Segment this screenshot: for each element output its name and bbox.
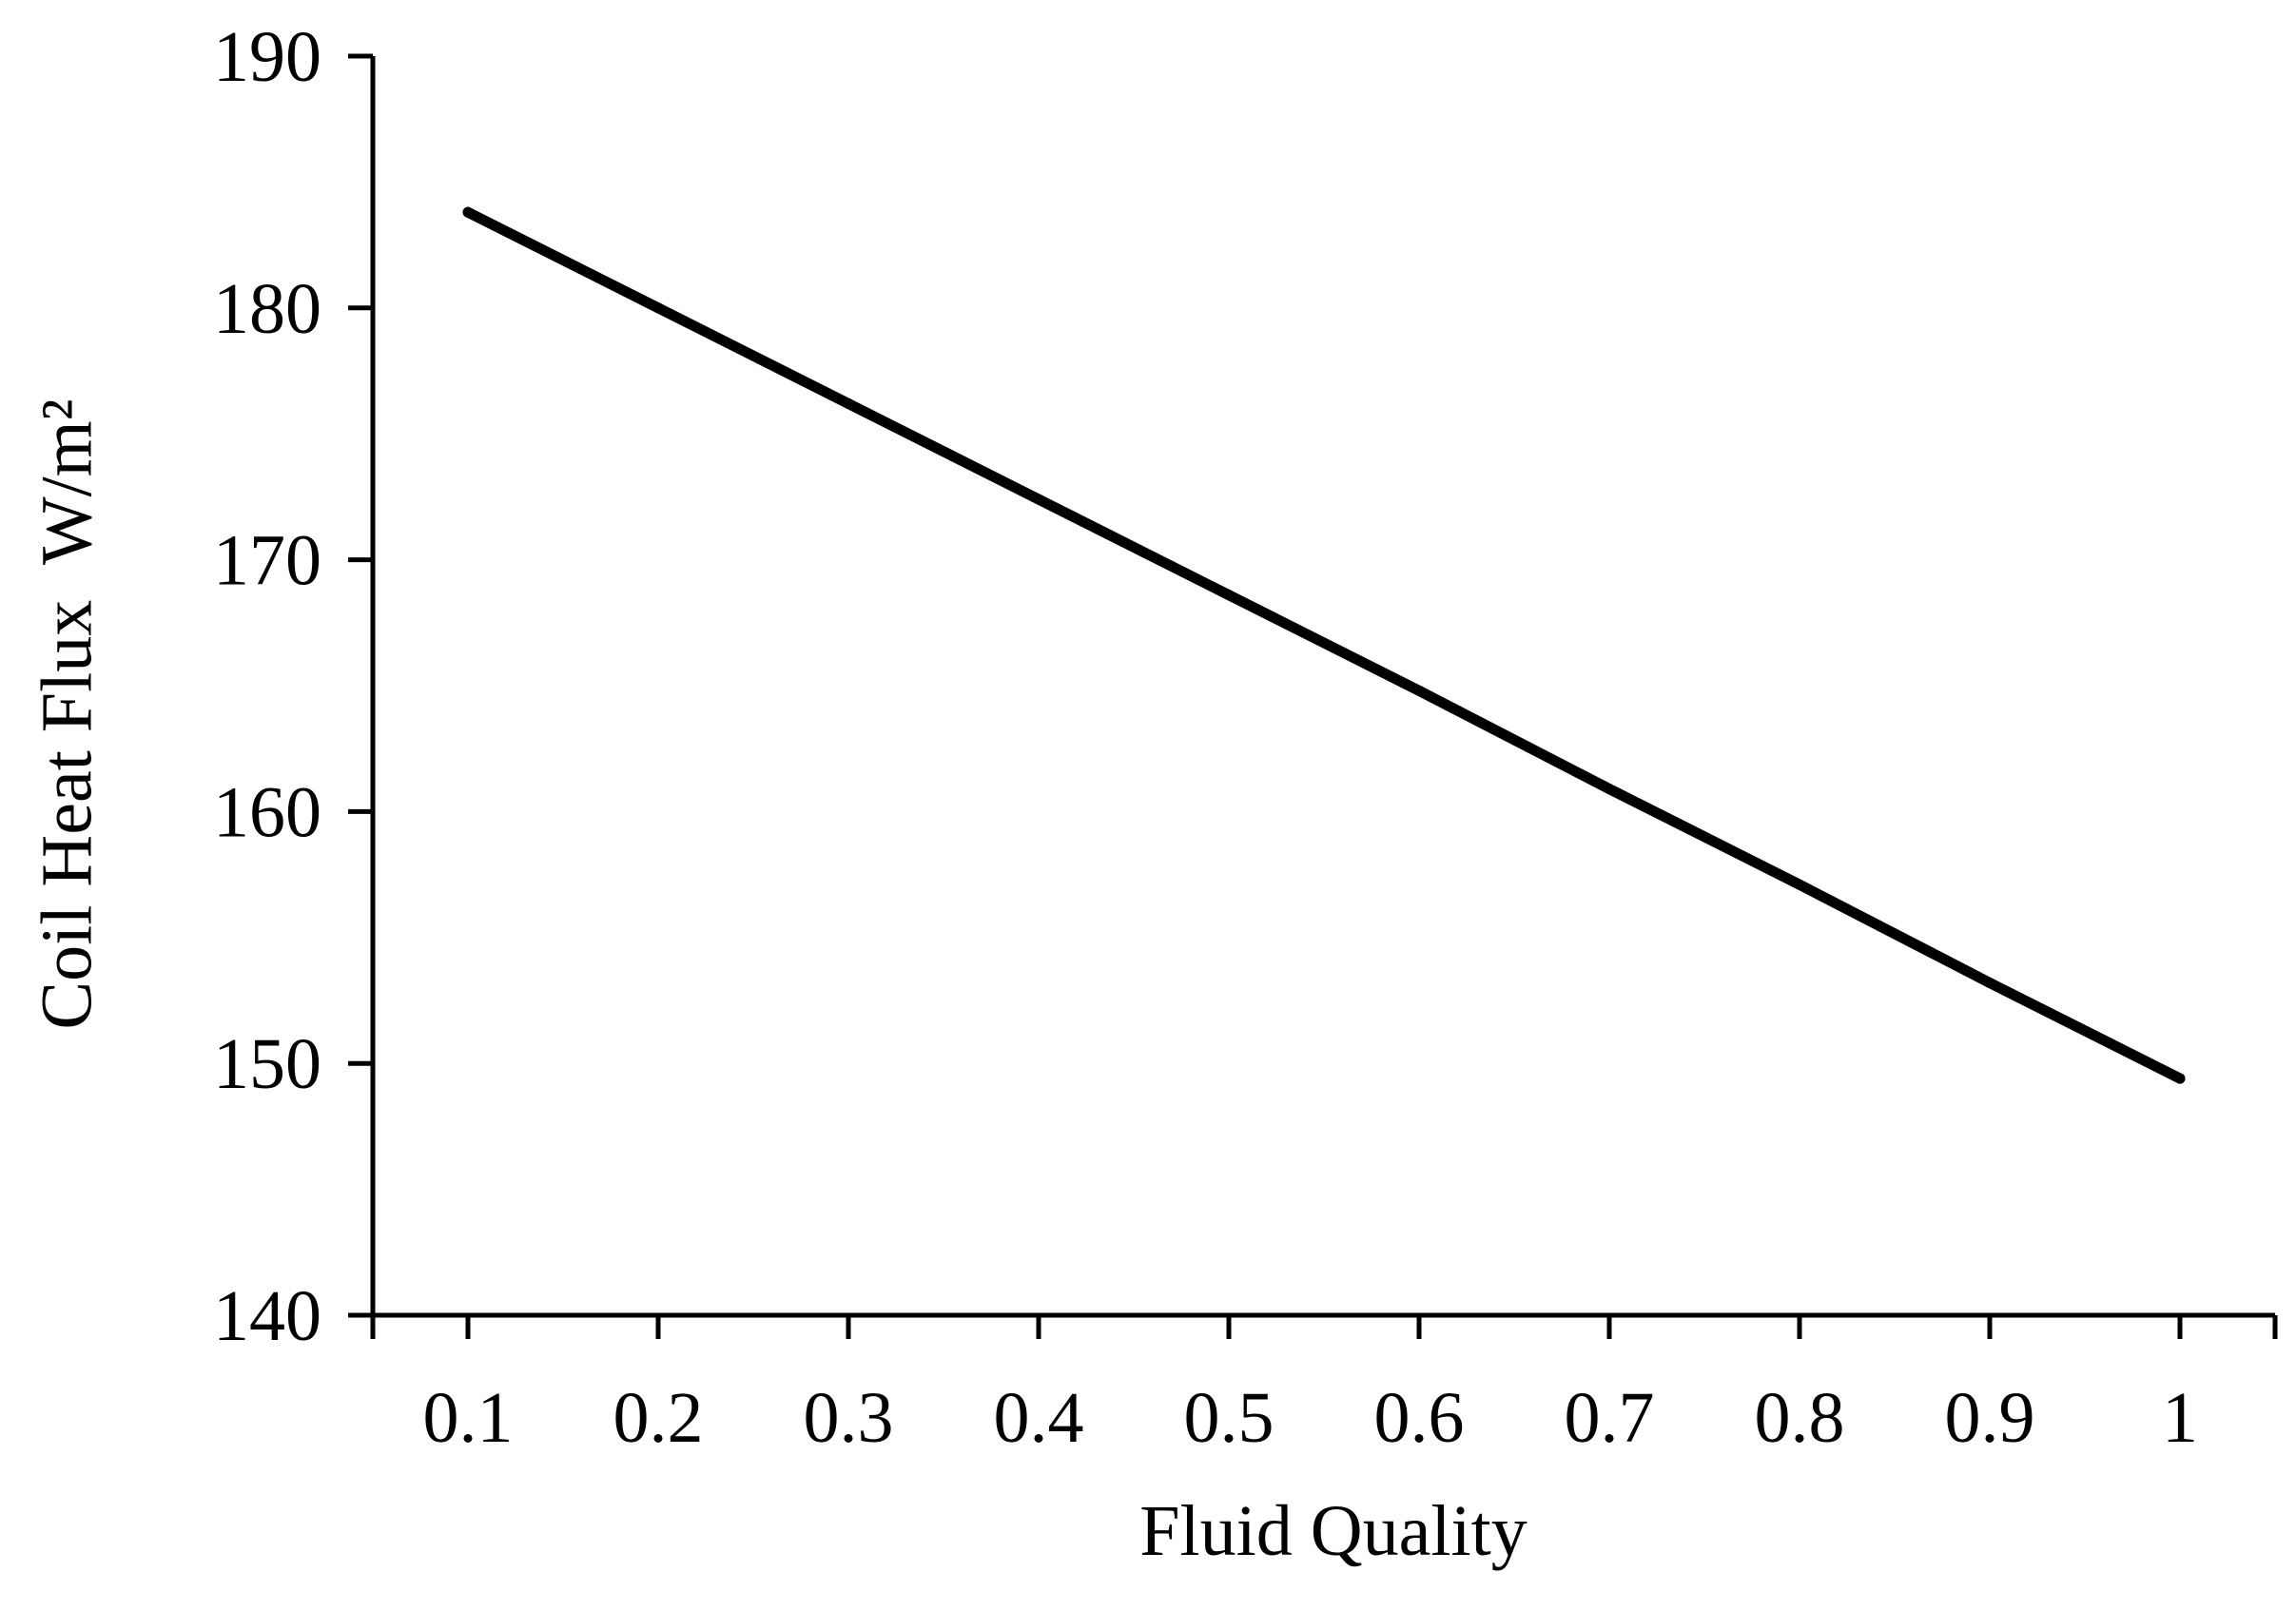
x-tick-label-0.5: 0.5 (1184, 1378, 1274, 1458)
series-line-0 (462, 206, 2186, 1084)
data-point-0-4 (1223, 590, 1235, 601)
x-tick-label-0.4: 0.4 (994, 1378, 1084, 1458)
x-tick-label-0.6: 0.6 (1374, 1378, 1465, 1458)
x-tick-label-0.7: 0.7 (1565, 1378, 1655, 1458)
data-point-0-2 (843, 398, 854, 409)
y-tick-label-170: 170 (213, 521, 321, 601)
y-tick-label-180: 180 (213, 269, 321, 349)
y-tick-label-140: 140 (213, 1276, 321, 1356)
y-tick-label-160: 160 (213, 772, 321, 852)
data-point-0-9 (2174, 1073, 2186, 1084)
data-point-0-0 (462, 206, 474, 218)
x-axis-title: Fluid Quality (1139, 1491, 1527, 1571)
y-tick-label-150: 150 (213, 1024, 321, 1104)
data-point-0-8 (1984, 977, 1995, 988)
y-axis-title: Coil Heat Flux W/m² (27, 398, 107, 1029)
x-tick-label-0.8: 0.8 (1755, 1378, 1845, 1458)
axes (348, 56, 2275, 1318)
x-tick-label-1: 1 (2162, 1378, 2198, 1458)
data-point-0-7 (1794, 879, 1805, 890)
x-tick-label-0.1: 0.1 (423, 1378, 514, 1458)
tick-labels: 140 150 160 170 180 190 0.1 0.2 0.3 0.4 0.5 0.6 0.7 0… (213, 17, 2198, 1458)
data-point-0-6 (1604, 784, 1615, 795)
data-point-0-1 (652, 302, 664, 314)
tick-marks (348, 53, 2278, 1339)
data-point-0-5 (1413, 685, 1425, 696)
data-point-0-3 (1033, 494, 1044, 505)
series (462, 206, 2186, 1084)
x-tick-label-0.9: 0.9 (1945, 1378, 2035, 1458)
y-tick-label-190: 190 (213, 17, 321, 97)
x-tick-label-0.2: 0.2 (613, 1378, 704, 1458)
x-tick-label-0.3: 0.3 (804, 1378, 894, 1458)
